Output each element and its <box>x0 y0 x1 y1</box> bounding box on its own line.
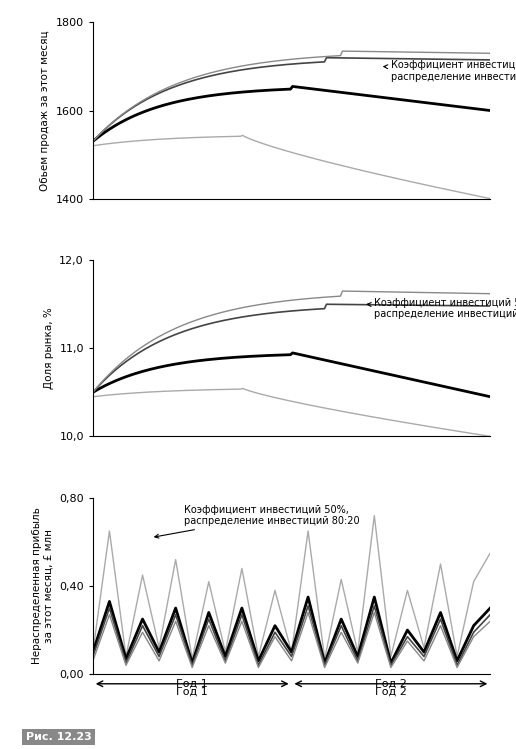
Text: Коэффициент инвестиций 50%,
распределение инвестиций 80:20: Коэффициент инвестиций 50%, распределени… <box>367 298 516 320</box>
Text: Год 1: Год 1 <box>176 686 208 697</box>
Text: Год 1: Год 1 <box>176 679 208 689</box>
Y-axis label: Обьем продаж за этот месяц: Обьем продаж за этот месяц <box>40 30 50 191</box>
Text: Рис. 12.23: Рис. 12.23 <box>26 732 91 742</box>
Text: Год 2: Год 2 <box>375 686 407 697</box>
Text: Год 2: Год 2 <box>375 679 407 689</box>
Text: Коэффициент инвестиций 50%,
распределение инвестиций 80:20: Коэффициент инвестиций 50%, распределени… <box>155 505 360 538</box>
Y-axis label: Нераспределенная прибыль
за этот месяц, £ млн: Нераспределенная прибыль за этот месяц, … <box>32 508 54 664</box>
Y-axis label: Доля рынка, %: Доля рынка, % <box>44 307 54 389</box>
Text: Коэффициент инвестиций 50%,
распределение инвестиций 80:20: Коэффициент инвестиций 50%, распределени… <box>384 60 516 82</box>
